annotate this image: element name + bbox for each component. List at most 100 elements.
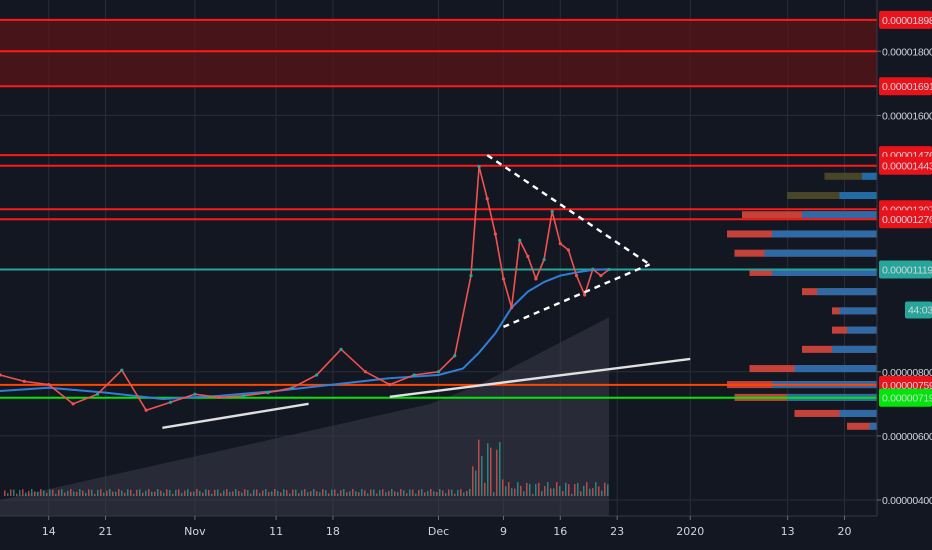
time-axis-label: 11 [269, 525, 283, 538]
time-axis-label: Dec [428, 525, 449, 538]
volume-bar [271, 491, 273, 496]
volume-bar [394, 491, 396, 496]
volume-bar [511, 488, 513, 496]
volume-bar [556, 482, 558, 496]
volume-bar [220, 493, 222, 496]
price-point [607, 267, 611, 272]
volume-bar [352, 489, 354, 496]
price-point [242, 394, 246, 398]
volume-bar [262, 490, 264, 496]
volume-bar [469, 489, 471, 496]
volume-bar [298, 493, 300, 496]
price-point [266, 391, 270, 395]
volume-bar [172, 493, 174, 496]
volume-bar [208, 490, 210, 496]
volume-bar [427, 490, 429, 496]
price-point [550, 209, 554, 214]
volume-bar [37, 491, 39, 496]
volume-bar [268, 492, 270, 496]
volume-bar [229, 491, 231, 496]
volume-profile-sell [847, 422, 877, 430]
price-point [47, 382, 51, 387]
price-tag [879, 388, 932, 407]
volume-bar [103, 492, 105, 496]
volume-bar [586, 482, 588, 496]
resistance-zone [0, 19, 877, 87]
volume-bar [25, 492, 27, 496]
volume-bar [295, 489, 297, 496]
price-tag-label: 0.00001443 [882, 161, 932, 173]
volume-profile-buy [817, 288, 877, 296]
volume-bar [370, 489, 372, 496]
volume-bar [454, 493, 456, 496]
volume-bar [400, 489, 402, 496]
price-point [534, 277, 538, 281]
volume-bar [274, 489, 276, 496]
volume-bar [580, 491, 582, 496]
volume-profile-buy [839, 307, 877, 315]
price-axis-label: 0.00000400 [882, 495, 932, 507]
volume-bar [550, 488, 552, 496]
volume-profile-buy [764, 249, 877, 257]
price-point [558, 241, 562, 246]
volume-bar [433, 491, 435, 496]
volume-bar [292, 489, 294, 496]
volume-bar [493, 492, 495, 496]
price-tag-label: 0.00001276 [882, 214, 932, 226]
volume-bar [457, 490, 459, 496]
volume-bar [517, 482, 519, 496]
volume-bar [202, 492, 204, 496]
volume-bar [508, 482, 510, 496]
price-point [315, 373, 319, 377]
volume-bar [121, 490, 123, 496]
volume-bar [253, 489, 255, 496]
volume-bar [487, 443, 489, 496]
volume-bar [595, 482, 597, 496]
volume-bar [211, 493, 213, 496]
volume-bar [166, 489, 168, 496]
volume-bar [379, 490, 381, 496]
volume-profile-buy [802, 211, 877, 219]
volume-bar [145, 490, 147, 496]
volume-bar [445, 493, 447, 496]
volume-bar [376, 493, 378, 496]
volume-bar [397, 492, 399, 496]
volume-bar [73, 491, 75, 496]
price-point [168, 400, 173, 404]
volume-bar [382, 489, 384, 496]
volume-bar [31, 489, 33, 496]
volume-bar [97, 489, 99, 496]
volume-bar [250, 493, 252, 496]
time-axis-label: 16 [553, 525, 567, 538]
volume-bar [289, 493, 291, 496]
volume-bar [79, 489, 81, 496]
price-tag [879, 156, 932, 175]
volume-bar [421, 489, 423, 496]
volume-bar [565, 482, 567, 496]
price-point [339, 347, 343, 351]
price-tag [879, 210, 932, 229]
price-point [542, 258, 546, 262]
volume-bar [91, 489, 93, 496]
volume-bar [472, 466, 474, 496]
volume-bar [214, 489, 216, 496]
volume-bar [175, 489, 177, 496]
volume-bar [142, 492, 144, 496]
volume-bar [391, 489, 393, 496]
volume-bar [331, 489, 333, 496]
volume-bar [178, 489, 180, 496]
price-point [453, 354, 457, 358]
volume-bar [385, 492, 387, 496]
price-tag [879, 260, 932, 279]
countdown-label: 44:03 [908, 305, 932, 317]
volume-bar [154, 491, 156, 496]
time-axis-label: Nov [184, 525, 206, 538]
volume-bar [475, 470, 477, 496]
volume-bar [589, 488, 591, 496]
price-point [469, 274, 473, 278]
volume-bar [319, 492, 321, 496]
volume-bar [532, 493, 534, 496]
cumulative-volume-area [0, 317, 610, 516]
price-point [591, 267, 595, 271]
